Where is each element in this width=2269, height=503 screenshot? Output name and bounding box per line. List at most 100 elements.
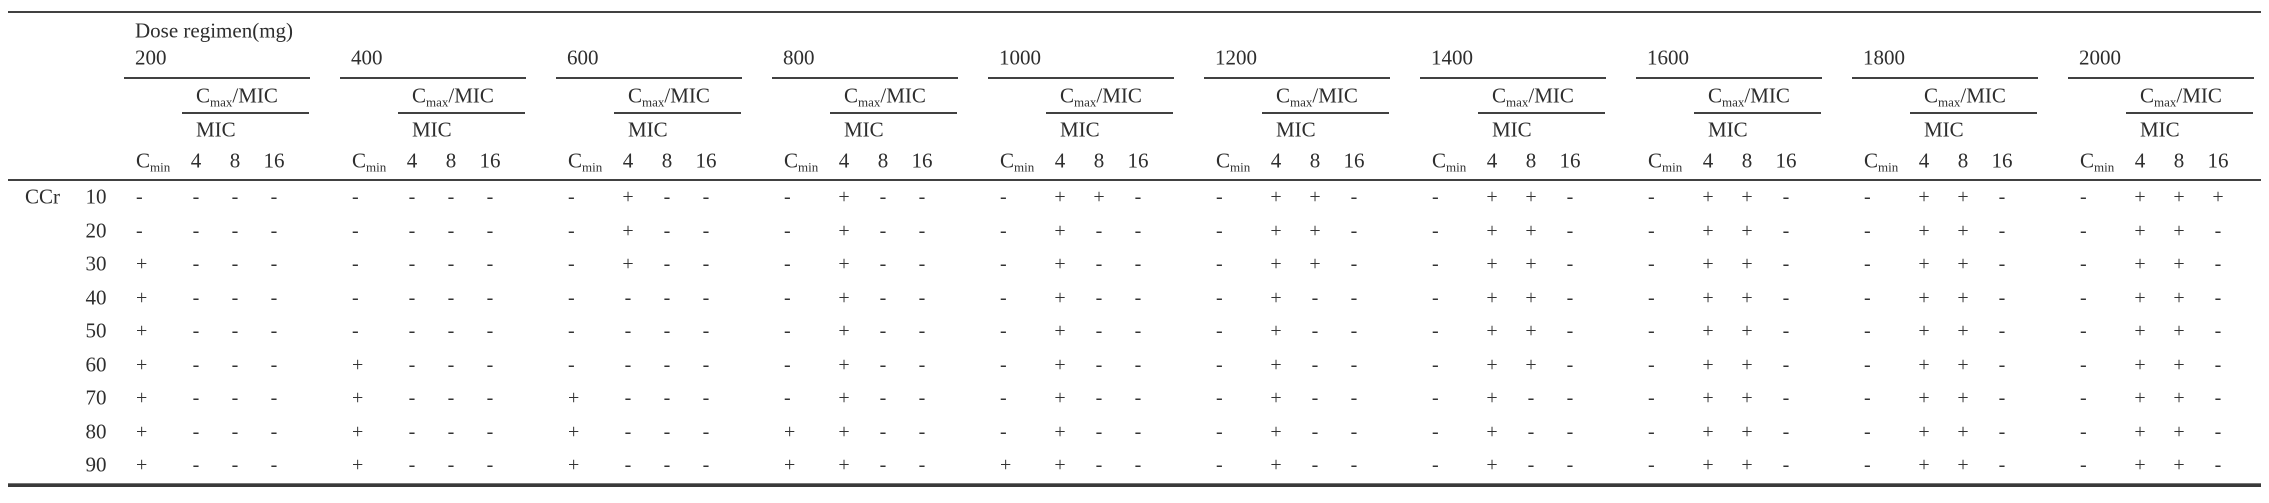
- table-cell: -: [1648, 286, 1655, 309]
- table-cell: +: [568, 454, 580, 476]
- table-cell: -: [1432, 353, 1439, 376]
- table-cell: -: [1998, 387, 2006, 409]
- table-cell: -: [192, 219, 200, 242]
- table-cell: +: [1702, 253, 1714, 275]
- cmax-mic-header: Cmax/MIC: [1276, 83, 1358, 110]
- subscript: min: [1230, 159, 1251, 175]
- mic-tick-header: 16: [1343, 148, 1365, 173]
- dose-label: 200: [135, 45, 167, 70]
- table-cell: -: [1782, 454, 1790, 476]
- table-cell: -: [1782, 420, 1790, 443]
- table-cell: -: [624, 286, 632, 309]
- table-cell: -: [408, 286, 416, 309]
- cmin-header: Cmin: [1432, 148, 1467, 175]
- table-cell: -: [2214, 286, 2222, 309]
- table-cell: -: [270, 253, 278, 275]
- dose-label: 2000: [2079, 45, 2121, 70]
- table-cell: -: [879, 353, 887, 376]
- table-cell: -: [1134, 387, 1142, 409]
- table-cell: -: [1432, 387, 1439, 409]
- table-cell: +: [622, 186, 634, 208]
- table-cell: -: [879, 286, 887, 309]
- table-cell: -: [408, 353, 416, 376]
- table-cell: +: [1957, 320, 1969, 342]
- table-cell: -: [624, 320, 632, 342]
- dose-group-rule: [1852, 77, 2038, 79]
- table-cell: -: [1311, 387, 1319, 409]
- table-cell: +: [838, 286, 850, 309]
- mic-tick-header: 4: [1054, 148, 1066, 173]
- table-cell: -: [408, 454, 416, 476]
- table-cell: -: [447, 186, 455, 208]
- table-cell: +: [136, 454, 148, 476]
- table-cell: -: [192, 387, 200, 409]
- table-cell: -: [2214, 387, 2222, 409]
- mic-tick-header: 4: [1702, 148, 1714, 173]
- cmax-mic-underline: [614, 112, 741, 114]
- table-cell: +: [1054, 420, 1066, 443]
- table-cell: -: [231, 353, 239, 376]
- table-cell: -: [1095, 420, 1103, 443]
- table-cell: -: [1311, 353, 1319, 376]
- table-cell: -: [1864, 353, 1871, 376]
- table-cell: -: [1782, 253, 1790, 275]
- table-cell: -: [918, 219, 926, 242]
- table-cell: -: [663, 320, 671, 342]
- table-cell: +: [1741, 420, 1753, 443]
- mic-tick-header: 16: [1559, 148, 1581, 173]
- table-cell: -: [447, 454, 455, 476]
- table-cell: -: [1134, 420, 1142, 443]
- table-cell: -: [1350, 320, 1358, 342]
- dose-group-rule: [988, 77, 1174, 79]
- table-cell: -: [1432, 186, 1439, 208]
- table-cell: -: [352, 186, 359, 208]
- mic-tick-header: 4: [2134, 148, 2146, 173]
- table-cell: -: [663, 420, 671, 443]
- bottom-rule: [8, 483, 2261, 487]
- cmax-mic-header: Cmax/MIC: [1060, 83, 1142, 110]
- table-cell: -: [192, 320, 200, 342]
- row-axis-label: CCr: [25, 184, 61, 209]
- table-cell: +: [136, 387, 148, 409]
- cmin-header: Cmin: [568, 148, 603, 175]
- cmax-mic-underline: [2126, 112, 2253, 114]
- table-cell: +: [1525, 286, 1537, 309]
- table-cell: -: [784, 387, 791, 409]
- table-cell: -: [192, 420, 200, 443]
- table-cell: -: [663, 253, 671, 275]
- table-cell: -: [1095, 353, 1103, 376]
- table-cell: +: [1525, 219, 1537, 242]
- mic-tick-header: 16: [695, 148, 717, 173]
- table-cell: -: [879, 219, 887, 242]
- table-cell: +: [838, 387, 850, 409]
- mic-tick-header: 8: [1309, 148, 1321, 173]
- table-cell: -: [879, 387, 887, 409]
- table-cell: -: [231, 186, 239, 208]
- table-cell: -: [352, 320, 359, 342]
- subscript: min: [150, 159, 171, 175]
- table-cell: -: [663, 454, 671, 476]
- table-cell: +: [1054, 219, 1066, 242]
- header-separator-rule: [8, 179, 2261, 181]
- table-cell: +: [1486, 420, 1498, 443]
- table-cell: -: [1782, 387, 1790, 409]
- row-label: 90: [85, 452, 107, 477]
- table-cell: -: [1350, 387, 1358, 409]
- table-cell: +: [136, 286, 148, 309]
- table-cell: -: [784, 353, 791, 376]
- top-rule: [8, 11, 2261, 13]
- dose-label: 600: [567, 45, 599, 70]
- table-cell: +: [1309, 186, 1321, 208]
- table-cell: -: [270, 186, 278, 208]
- table-cell: -: [447, 253, 455, 275]
- table-cell: +: [1702, 320, 1714, 342]
- dose-label: 1600: [1647, 45, 1689, 70]
- table-cell: -: [1998, 253, 2006, 275]
- table-cell: +: [1270, 454, 1282, 476]
- table-cell: +: [1957, 353, 1969, 376]
- row-label: 50: [85, 318, 107, 343]
- mic-tick-header: 4: [1486, 148, 1498, 173]
- table-cell: +: [838, 219, 850, 242]
- mic-header: MIC: [1060, 117, 1100, 142]
- table-cell: -: [663, 387, 671, 409]
